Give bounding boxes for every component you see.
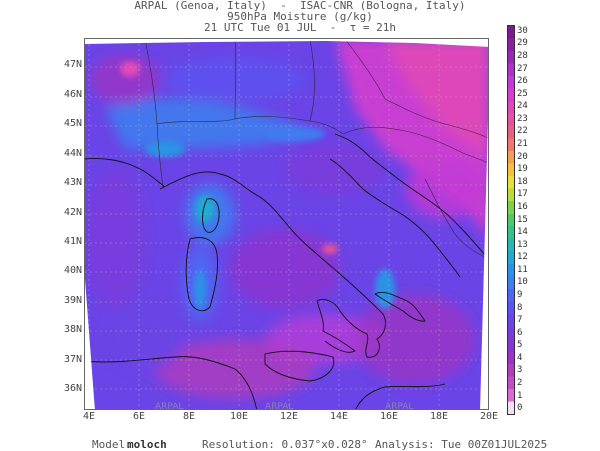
colorbar-tick-label: 24 [517,101,528,112]
title-line-1: ARPAL (Genoa, Italy) - ISAC-CNR (Bologna… [134,0,466,12]
colorbar-tick-label: 22 [517,126,528,137]
colorbar-tick-label: 19 [517,164,528,175]
lat-label: 46N [63,89,82,100]
colorbar-tick-label: 6 [517,327,523,338]
moisture-map: ARPAL ARPAL ARPAL [84,38,489,410]
title-line-3: 21 UTC Tue 01 JUL - τ = 21h [203,21,397,34]
colorbar-tick-label: 27 [517,63,528,74]
colorbar-tick-label: 15 [517,214,528,225]
title-line-2: 950hPa Moisture (g/kg) [227,10,373,23]
colorbar-tick-label: 13 [517,239,528,250]
colorbar-tick-label: 10 [517,277,528,288]
lat-label: 42N [63,207,82,218]
colorbar-tick-label: 8 [517,302,523,313]
model-value: moloch [127,438,167,451]
colorbar-tick-label: 26 [517,76,528,87]
colorbar-tick-label: 20 [517,151,528,162]
lat-label: 45N [63,118,82,129]
colorbar-tick-label: 4 [517,352,523,363]
lon-label: 14E [329,411,349,422]
colorbar-tick-label: 16 [517,201,528,212]
coastlines [85,133,488,409]
watermark-3: ARPAL [385,402,413,410]
colorbar-tick-label: 14 [517,227,528,238]
model-label: Model: [92,438,139,451]
colorbar-tick-label: 5 [517,340,523,351]
lat-label: 38N [63,324,82,335]
colorbar-tick-label: 25 [517,88,528,99]
lat-label: 44N [63,148,82,159]
colorbar-tick-label: 30 [517,25,528,36]
borders [144,39,488,259]
colorbar-tick-label: 2 [517,378,523,389]
colorbar-tick-label: 1 [517,390,523,401]
colorbar [507,25,515,415]
moisture-field-detail [120,61,395,309]
domain-mask-left [85,279,95,409]
lon-label: 4E [82,411,96,422]
domain-mask-right [480,119,488,409]
colorbar-tick-label: 7 [517,315,523,326]
colorbar-tick-label: 3 [517,365,523,376]
lat-label: 41N [63,236,82,247]
colorbar-tick-label: 9 [517,289,523,300]
graticule [85,39,488,409]
lat-label: 39N [63,295,82,306]
lon-label: 12E [279,411,299,422]
domain-mask-top [85,39,488,47]
lon-label: 10E [229,411,249,422]
watermark-1: ARPAL [155,402,183,410]
lat-label: 37N [63,354,82,365]
lat-label: 40N [63,265,82,276]
lat-label: 47N [63,59,82,70]
colorbar-tick-label: 21 [517,139,528,150]
lon-label: 8E [182,411,196,422]
colorbar-tick-label: 12 [517,252,528,263]
colorbar-tick-label: 0 [517,403,523,414]
watermark-2: ARPAL [265,402,293,410]
lat-label: 43N [63,177,82,188]
colorbar-tick-label: 29 [517,38,528,49]
lon-label: 6E [132,411,146,422]
lon-label: 20E [479,411,499,422]
colorbar-tick-label: 23 [517,113,528,124]
resolution-text: Resolution: 0.037°x0.028° [202,438,368,451]
colorbar-tick-label: 17 [517,189,528,200]
lon-label: 16E [379,411,399,422]
colorbar-tick-label: 11 [517,264,528,275]
map-canvas: ARPAL ARPAL ARPAL [85,39,488,410]
analysis-text: Analysis: Tue 00Z01JUL2025 [375,438,548,451]
colorbar-tick-label: 18 [517,176,528,187]
lat-label: 36N [63,383,82,394]
lon-label: 18E [429,411,449,422]
colorbar-tick-label: 28 [517,50,528,61]
